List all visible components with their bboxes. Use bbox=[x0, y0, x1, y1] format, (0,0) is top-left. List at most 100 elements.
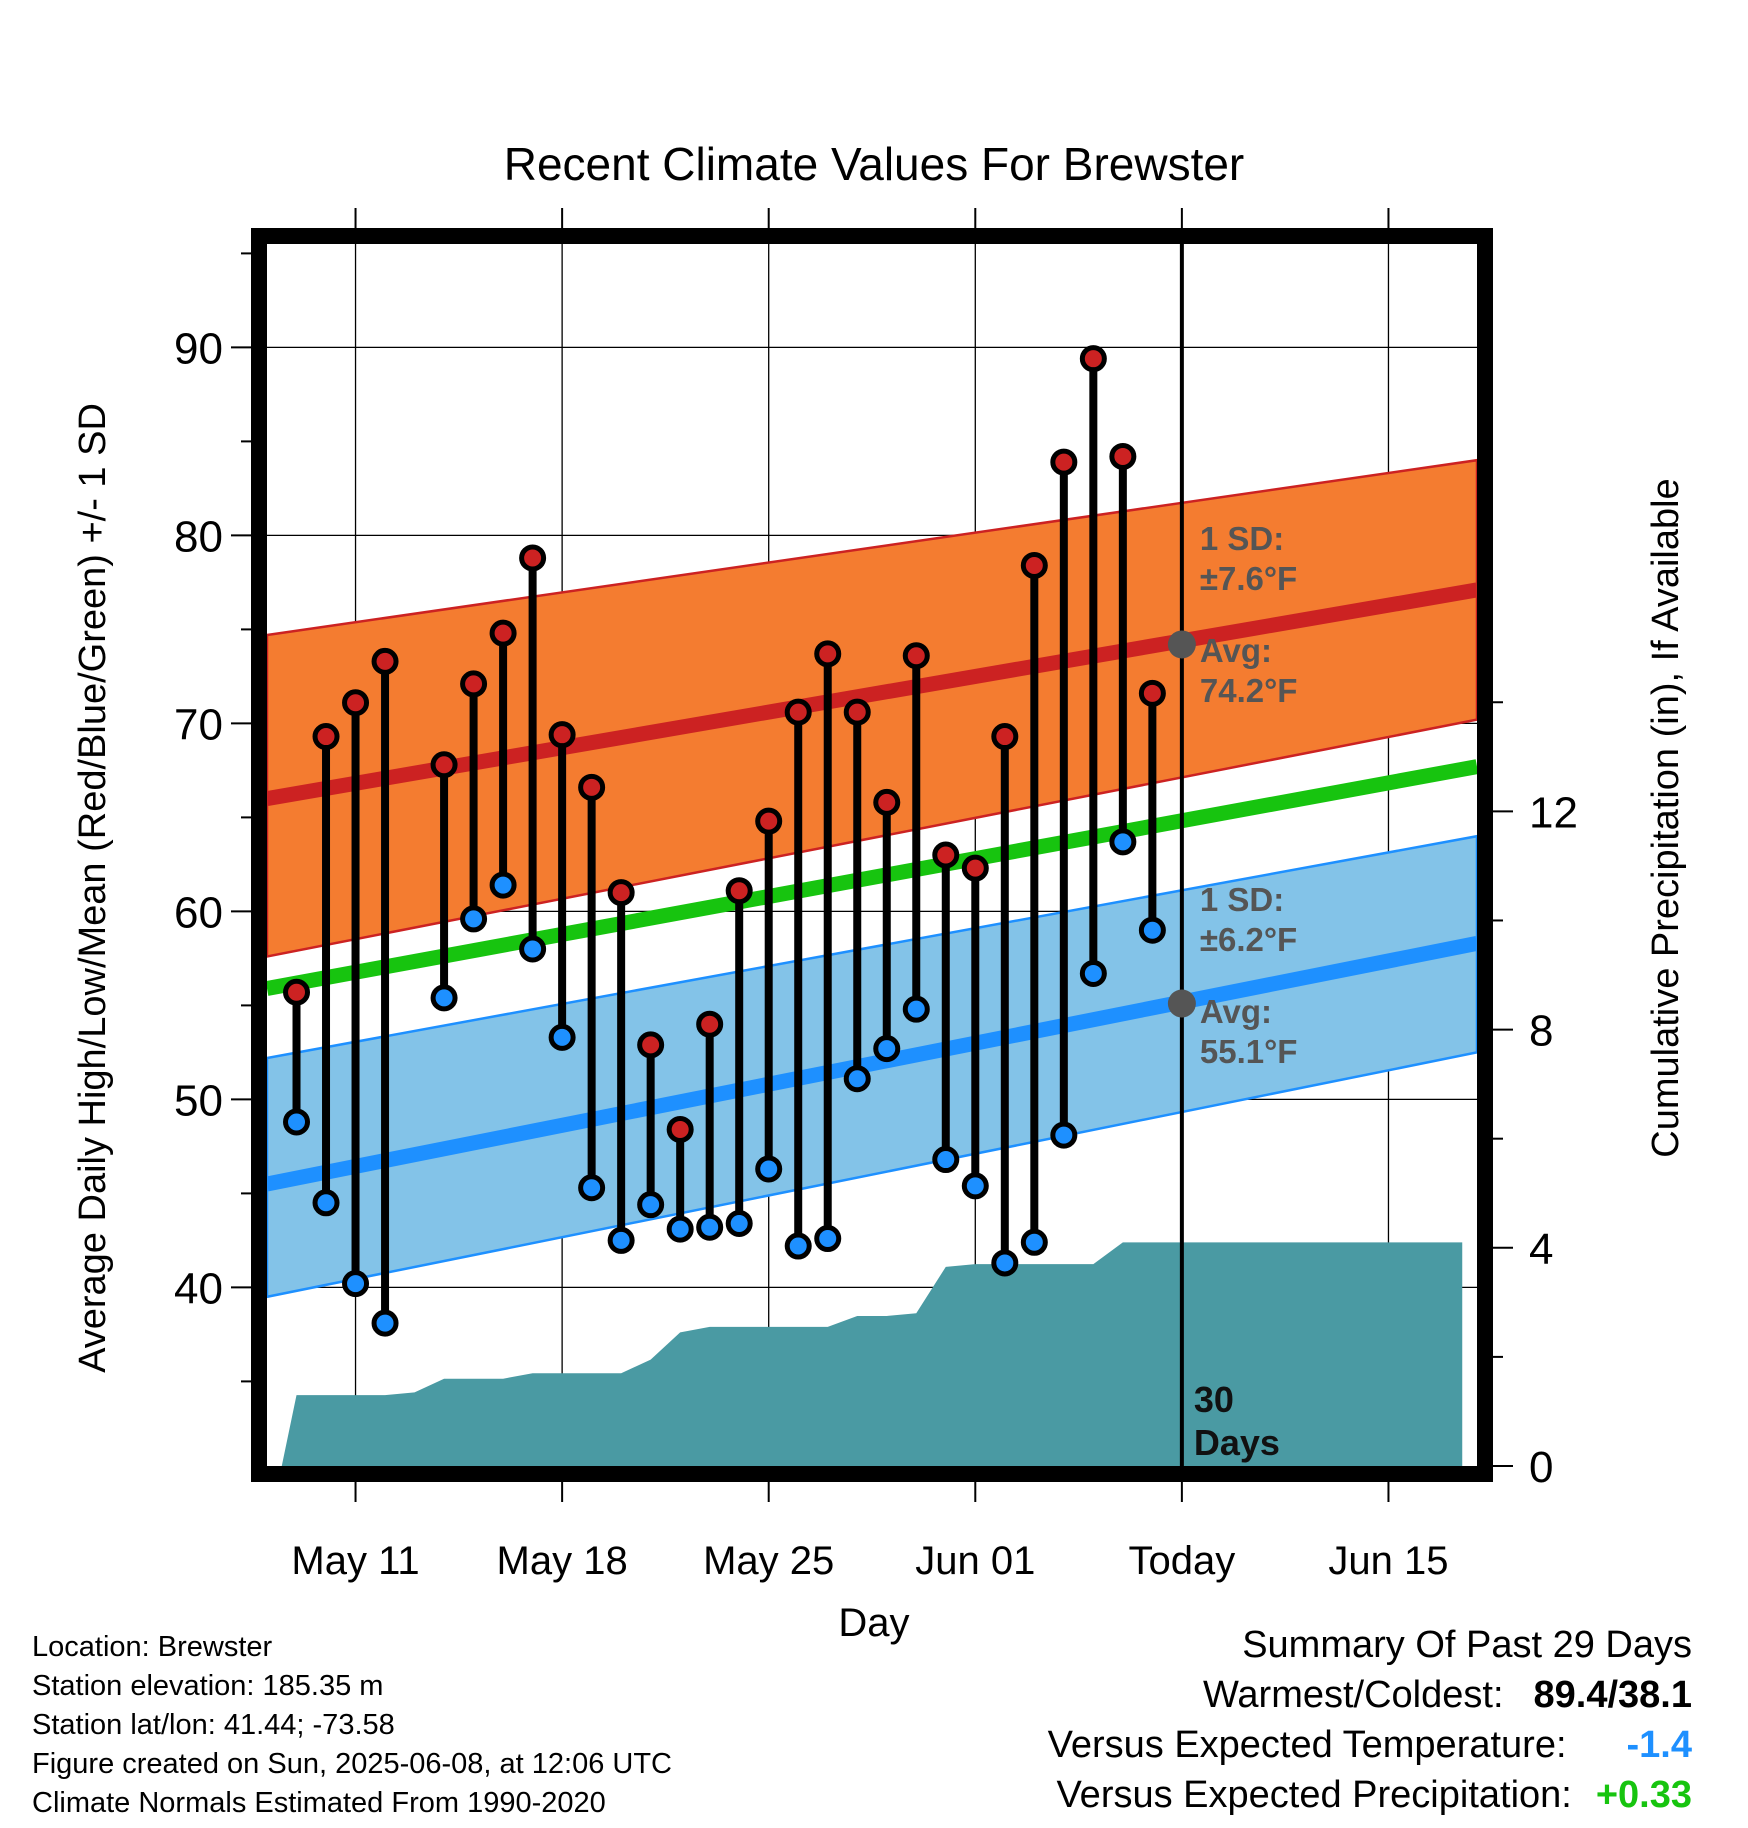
x-tick-label: Jun 15 bbox=[1328, 1539, 1448, 1583]
location-text: Location: Brewster bbox=[32, 1631, 273, 1663]
high-point bbox=[430, 751, 458, 779]
low-point bbox=[312, 1189, 340, 1217]
low-point bbox=[607, 1226, 635, 1254]
high-point bbox=[1109, 442, 1137, 470]
normal-bands bbox=[267, 458, 1477, 1299]
low-point bbox=[342, 1270, 370, 1298]
high-sd-label: 1 SD: bbox=[1200, 520, 1284, 557]
temp-value: -1.4 bbox=[1626, 1724, 1692, 1766]
high-point bbox=[932, 841, 960, 869]
high-point bbox=[489, 619, 517, 647]
high-point bbox=[873, 788, 901, 816]
low-point bbox=[932, 1146, 960, 1174]
high-point bbox=[1138, 679, 1166, 707]
high-sd-band bbox=[267, 458, 1477, 958]
y-tick-label: 40 bbox=[174, 1264, 223, 1313]
low-point bbox=[696, 1213, 724, 1241]
x-tick-label: May 18 bbox=[497, 1539, 628, 1583]
low-point bbox=[519, 935, 547, 963]
high-point bbox=[1050, 448, 1078, 476]
y-tick-label: 60 bbox=[174, 888, 223, 937]
warmest-value: 89.4/38.1 bbox=[1533, 1674, 1692, 1716]
low-point bbox=[548, 1023, 576, 1051]
low-point bbox=[725, 1209, 753, 1237]
warmest-row: Warmest/Coldest: 89.4/38.1 bbox=[1048, 1670, 1692, 1720]
high-point bbox=[814, 640, 842, 668]
high-point bbox=[725, 877, 753, 905]
high-point bbox=[1079, 345, 1107, 373]
created-text: Figure created on Sun, 2025-06-08, at 12… bbox=[32, 1748, 672, 1780]
plot-frame bbox=[251, 228, 1493, 1482]
high-avg-point bbox=[1167, 630, 1196, 659]
low-point bbox=[637, 1191, 665, 1219]
low-point bbox=[430, 984, 458, 1012]
low-sd-value: ±6.2°F bbox=[1200, 921, 1297, 958]
y-tick-label: 50 bbox=[174, 1076, 223, 1125]
low-point bbox=[1020, 1228, 1048, 1256]
normals-text: Climate Normals Estimated From 1990-2020 bbox=[32, 1787, 606, 1819]
precip-value: +0.33 bbox=[1595, 1774, 1692, 1816]
high-point bbox=[1020, 551, 1048, 579]
chart-title: Recent Climate Values For Brewster bbox=[504, 138, 1245, 190]
station-info: Location: Brewster Station elevation: 18… bbox=[32, 1628, 672, 1823]
low-point bbox=[489, 871, 517, 899]
low-point bbox=[991, 1249, 1019, 1277]
y2-tick-label: 4 bbox=[1529, 1225, 1553, 1274]
high-sd-value: ±7.6°F bbox=[1200, 560, 1297, 597]
low-avg-value: 55.1°F bbox=[1200, 1033, 1298, 1070]
low-point bbox=[1138, 916, 1166, 944]
high-point bbox=[548, 721, 576, 749]
high-point bbox=[843, 698, 871, 726]
days-count-label: 30 bbox=[1194, 1379, 1234, 1420]
high-point bbox=[637, 1031, 665, 1059]
low-point bbox=[1079, 959, 1107, 987]
x-tick-label: May 11 bbox=[291, 1539, 419, 1583]
high-point bbox=[961, 854, 989, 882]
y-axis-label: Average Daily High/Low/Mean (Red/Blue/Gr… bbox=[72, 403, 114, 1373]
summary-panel: Summary Of Past 29 Days Warmest/Coldest:… bbox=[1048, 1620, 1692, 1820]
normal-high-line bbox=[267, 582, 1477, 806]
x-tick-label: May 25 bbox=[703, 1539, 834, 1583]
temp-label: Versus Expected Temperature: bbox=[1047, 1724, 1567, 1766]
y-tick-label: 80 bbox=[174, 512, 223, 561]
y-tick-label: 90 bbox=[174, 324, 223, 373]
high-avg-value: 74.2°F bbox=[1200, 672, 1298, 709]
precip-area bbox=[281, 1242, 1463, 1466]
low-point bbox=[755, 1155, 783, 1183]
normal-mean-line bbox=[267, 759, 1477, 996]
low-avg-label: Avg: bbox=[1200, 993, 1272, 1030]
low-point bbox=[784, 1232, 812, 1260]
low-point bbox=[371, 1309, 399, 1337]
low-avg-point bbox=[1167, 989, 1196, 1018]
high-point bbox=[755, 807, 783, 835]
high-point bbox=[312, 723, 340, 751]
y-tick-label: 70 bbox=[174, 700, 223, 749]
elevation-text: Station elevation: 185.35 m bbox=[32, 1670, 384, 1702]
axes: 40 50 60 70 80 90 0 4 8 12 May 11 May 18 May 25 Jun 0… bbox=[72, 208, 1687, 1645]
precip-row: Versus Expected Precipitation: +0.33 bbox=[1048, 1770, 1692, 1820]
high-point bbox=[991, 723, 1019, 751]
y2-tick-label: 8 bbox=[1529, 1007, 1553, 1056]
latlon-text: Station lat/lon: 41.44; -73.58 bbox=[32, 1709, 395, 1741]
high-point bbox=[696, 1010, 724, 1038]
low-point bbox=[578, 1174, 606, 1202]
low-sd-label: 1 SD: bbox=[1200, 881, 1284, 918]
high-point bbox=[342, 689, 370, 717]
temp-row: Versus Expected Temperature: -1.4 bbox=[1048, 1720, 1692, 1770]
low-point bbox=[961, 1172, 989, 1200]
low-point bbox=[666, 1215, 694, 1243]
normal-low-line bbox=[267, 936, 1477, 1192]
x-axis-label: Day bbox=[838, 1601, 909, 1645]
precip-label: Versus Expected Precipitation: bbox=[1056, 1774, 1572, 1816]
y2-tick-label: 0 bbox=[1529, 1443, 1553, 1492]
y2-axis-label: Cumulative Precipitation (in), If Availa… bbox=[1645, 478, 1687, 1157]
low-point bbox=[843, 1065, 871, 1093]
data-marks bbox=[283, 345, 1166, 1337]
x-tick-label: Today bbox=[1129, 1539, 1236, 1583]
days-word-label: Days bbox=[1194, 1422, 1280, 1463]
low-point bbox=[460, 905, 488, 933]
high-point bbox=[902, 642, 930, 670]
high-point bbox=[283, 978, 311, 1006]
